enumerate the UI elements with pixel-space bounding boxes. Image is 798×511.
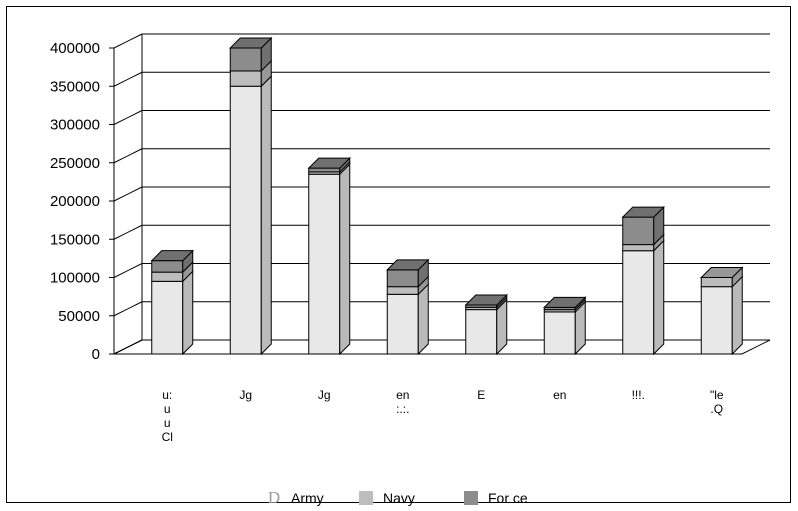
bar-segment-army <box>386 293 419 355</box>
bar-top-face <box>386 259 430 271</box>
bar-side-face <box>417 283 429 356</box>
bar-segment-navy <box>700 277 733 288</box>
y-tick-label: 150000 <box>50 231 100 248</box>
x-tick-label: !!!. <box>632 388 645 402</box>
legend-army-marker: D <box>267 488 281 507</box>
y-tick-label: 400000 <box>50 40 100 57</box>
bar-segment-army <box>622 250 655 355</box>
bar-top-face <box>229 37 273 49</box>
bar-segment-for-ce <box>622 216 655 246</box>
y-tick-label: 50000 <box>58 308 100 325</box>
x-tick-label: "le <box>710 388 724 402</box>
legend-navy-label: Navy <box>383 490 415 506</box>
chart-frame: 0 50000 100000 150000 200000 250000 300000 3500… <box>6 6 791 507</box>
y-tick-label: 350000 <box>50 78 100 95</box>
stacked-bar-chart: 0 50000 100000 150000 200000 250000 300000 3500… <box>50 33 771 444</box>
bar-segment-for-ce <box>151 260 184 273</box>
legend-army-label: Army <box>291 490 324 506</box>
bar-top-face <box>464 294 508 306</box>
bar-segment-army <box>229 85 262 355</box>
y-tick-label: 300000 <box>50 117 100 134</box>
bar-top-face <box>307 157 351 169</box>
gridline-diagonal <box>113 224 143 240</box>
gridline-diagonal <box>113 148 143 164</box>
gridline-diagonal <box>113 339 143 355</box>
x-tick-label: :.:. <box>396 402 409 416</box>
legend-item-army: D Army <box>267 487 324 509</box>
bar-segment-for-ce <box>229 47 262 72</box>
y-tick-label: 250000 <box>50 155 100 172</box>
bar-segment-navy <box>229 70 262 87</box>
bar-segment-army <box>543 311 576 355</box>
bar-side-face <box>731 275 743 356</box>
bar-top-face <box>621 206 665 218</box>
legend-force-swatch <box>464 491 478 505</box>
bar-side-face <box>339 163 351 356</box>
x-tick-label: u <box>164 416 171 430</box>
bar-segment-army <box>700 286 733 355</box>
legend-item-navy: Navy <box>359 487 415 509</box>
bar-segment-army <box>465 309 498 355</box>
bar-top-face <box>700 267 744 278</box>
bar-segment-navy <box>386 286 419 295</box>
bar-segment-navy <box>622 244 655 252</box>
gridline-diagonal <box>113 186 143 202</box>
legend-item-force: For ce <box>464 487 528 509</box>
floor-plane <box>113 339 771 355</box>
x-tick-label: u <box>164 402 171 416</box>
legend-navy-swatch <box>359 491 373 505</box>
x-tick-label: E <box>477 388 485 402</box>
x-tick-label: Jg <box>239 388 252 402</box>
x-tick-label: Jg <box>318 388 331 402</box>
gridline-diagonal <box>113 301 143 317</box>
y-tick-label: 0 <box>92 346 100 363</box>
x-tick-label: u: <box>162 388 172 402</box>
bar-side-face <box>182 270 194 356</box>
bar-segment-for-ce <box>386 269 419 288</box>
floor-back-edge <box>113 339 770 355</box>
x-tick-label: en <box>553 388 566 402</box>
gridline-diagonal <box>113 33 143 49</box>
legend: D Army Navy For ce <box>267 487 587 509</box>
gridline-diagonal <box>113 71 143 87</box>
x-tick-label: Cl <box>162 430 173 444</box>
y-tick-label: 200000 <box>50 193 100 210</box>
x-tick-label: en <box>396 388 409 402</box>
bar-segment-navy <box>151 271 184 282</box>
bar-segment-army <box>308 173 341 355</box>
gridline-diagonal <box>113 110 143 125</box>
bar-side-face <box>653 239 665 356</box>
gridline-diagonal <box>113 263 143 278</box>
bar-top-face <box>150 250 194 262</box>
bar-segment-for-ce <box>308 167 341 173</box>
bar-top-face <box>543 296 587 308</box>
legend-force-label: For ce <box>488 490 528 506</box>
y-tick-label: 100000 <box>50 270 100 287</box>
bar-segment-army <box>151 280 184 355</box>
x-tick-label: .Q <box>710 402 723 416</box>
bar-side-face <box>260 75 272 356</box>
